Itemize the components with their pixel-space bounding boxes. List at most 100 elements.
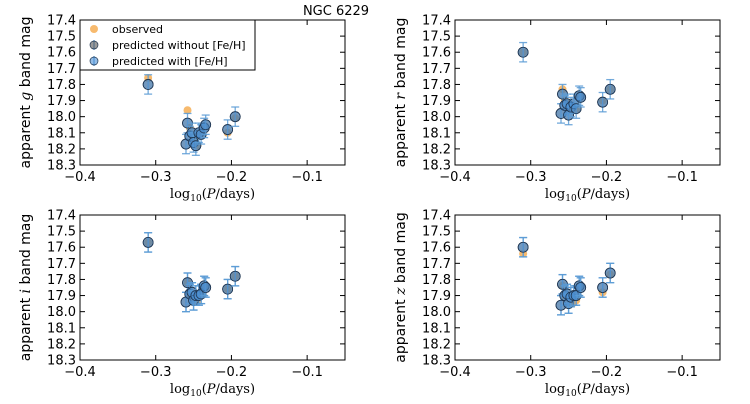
x-tick-label: −0.3	[140, 170, 172, 185]
data-point	[183, 106, 192, 115]
data-point	[604, 83, 616, 95]
data-point	[575, 282, 587, 293]
y-tick-label: 18.1	[422, 126, 451, 141]
y-tick-label: 17.5	[47, 30, 76, 45]
series-predicted-with	[517, 41, 616, 126]
data-point	[604, 267, 616, 279]
axes-frame	[79, 214, 346, 361]
y-tick-label: 17.6	[47, 46, 76, 61]
data-point	[597, 96, 609, 108]
y-tick-label: 17.5	[422, 225, 451, 240]
x-tick-label: −0.2	[591, 365, 623, 380]
y-tick-label: 18.0	[422, 305, 451, 320]
y-tick-label: 17.8	[47, 78, 76, 93]
y-tick-label: 18.3	[422, 354, 451, 369]
y-tick-label: 17.8	[422, 273, 451, 288]
panel-r: 17.417.517.617.717.817.918.018.118.2 18.3…	[393, 14, 721, 204]
data-point	[517, 241, 529, 253]
data-point	[222, 283, 234, 295]
data-point	[517, 46, 529, 58]
data-point	[200, 282, 212, 293]
y-tick-label: 17.9	[422, 94, 451, 109]
y-tick-label: 17.9	[47, 289, 76, 304]
x-tick-label: −0.3	[140, 365, 172, 380]
y-tick-label: 17.5	[47, 225, 76, 240]
data-point	[222, 124, 234, 135]
series-predicted-with	[142, 74, 241, 156]
y-axis-label: apparent z band mag	[393, 212, 409, 362]
y-tick-label: 18.0	[47, 305, 76, 320]
x-axis-label: log10(P/days)	[170, 382, 255, 399]
y-tick-label: 18.2	[422, 142, 451, 157]
data-point	[570, 103, 582, 115]
y-tick-label: 17.7	[422, 257, 451, 272]
x-tick-label: −0.1	[291, 170, 323, 185]
figure-title: NGC 6229	[303, 4, 369, 19]
y-tick-label: 17.6	[47, 241, 76, 256]
panel-g: 17.417.517.617.717.817.918.018.118.2 18.3…	[18, 14, 346, 204]
x-axis-label: log10(P/days)	[170, 187, 255, 204]
y-tick-label: 18.3	[422, 159, 451, 174]
y-tick-label: 18.0	[422, 110, 451, 125]
x-axis-label: log10(P/days)	[545, 187, 630, 204]
data-point	[142, 79, 154, 90]
legend-marker	[89, 56, 99, 66]
data-point	[575, 91, 587, 103]
x-tick-label: −0.1	[666, 170, 698, 185]
legend: observed predicted without [Fe/H] predicte…	[79, 19, 256, 71]
y-tick-label: 18.1	[47, 126, 76, 141]
x-tick-label: −0.1	[666, 365, 698, 380]
x-tick-label: −0.3	[515, 170, 547, 185]
series-predicted-with	[142, 232, 241, 313]
y-tick-label: 17.6	[422, 241, 451, 256]
y-tick-label: 17.4	[422, 209, 451, 224]
y-tick-label: 18.1	[47, 321, 76, 336]
data-point	[597, 282, 609, 293]
y-tick-label: 18.3	[47, 354, 76, 369]
y-tick-label: 17.7	[422, 62, 451, 77]
y-tick-label: 17.5	[422, 30, 451, 45]
y-tick-label: 17.6	[422, 46, 451, 61]
x-axis-label: log10(P/days)	[545, 382, 630, 399]
x-tick-label: −0.3	[515, 365, 547, 380]
legend-entry: observed	[112, 23, 163, 36]
data-point	[229, 270, 241, 282]
y-tick-label: 17.9	[422, 289, 451, 304]
x-tick-label: −0.1	[291, 365, 323, 380]
legend-box	[79, 19, 256, 71]
y-tick-label: 17.8	[422, 78, 451, 93]
legend-entry: predicted without [Fe/H]	[112, 39, 246, 52]
x-tick-label: −0.4	[64, 365, 96, 380]
y-tick-label: 18.2	[47, 142, 76, 157]
y-tick-label: 17.7	[47, 257, 76, 272]
y-tick-label: 17.8	[47, 273, 76, 288]
data-point	[190, 140, 202, 152]
legend-marker	[90, 25, 98, 33]
x-tick-label: −0.2	[216, 365, 248, 380]
x-tick-label: −0.4	[439, 365, 471, 380]
y-tick-label: 18.3	[47, 159, 76, 174]
panel-z: 17.417.517.617.717.817.918.018.118.2 18.3…	[393, 209, 721, 399]
y-tick-label: 17.4	[422, 14, 451, 29]
data-point	[200, 119, 212, 131]
legend-entry: predicted with [Fe/H]	[112, 55, 228, 68]
y-tick-label: 17.7	[47, 62, 76, 77]
x-tick-label: −0.2	[591, 170, 623, 185]
y-axis-label: apparent i band mag	[18, 214, 34, 362]
data-point	[229, 111, 241, 123]
y-tick-label: 18.2	[422, 337, 451, 352]
axes-frame	[454, 19, 721, 166]
axes-frame	[454, 214, 721, 361]
x-tick-label: −0.2	[216, 170, 248, 185]
series-predicted-with	[517, 236, 616, 316]
y-tick-label: 17.4	[47, 209, 76, 224]
y-tick-label: 18.0	[47, 110, 76, 125]
y-axis-label: apparent r band mag	[393, 18, 409, 168]
data-point	[142, 236, 154, 248]
y-tick-label: 17.4	[47, 14, 76, 29]
legend-marker	[89, 40, 99, 50]
panel-i: 17.417.517.617.717.817.918.018.118.2 18.3…	[18, 209, 346, 399]
x-tick-label: −0.4	[439, 170, 471, 185]
